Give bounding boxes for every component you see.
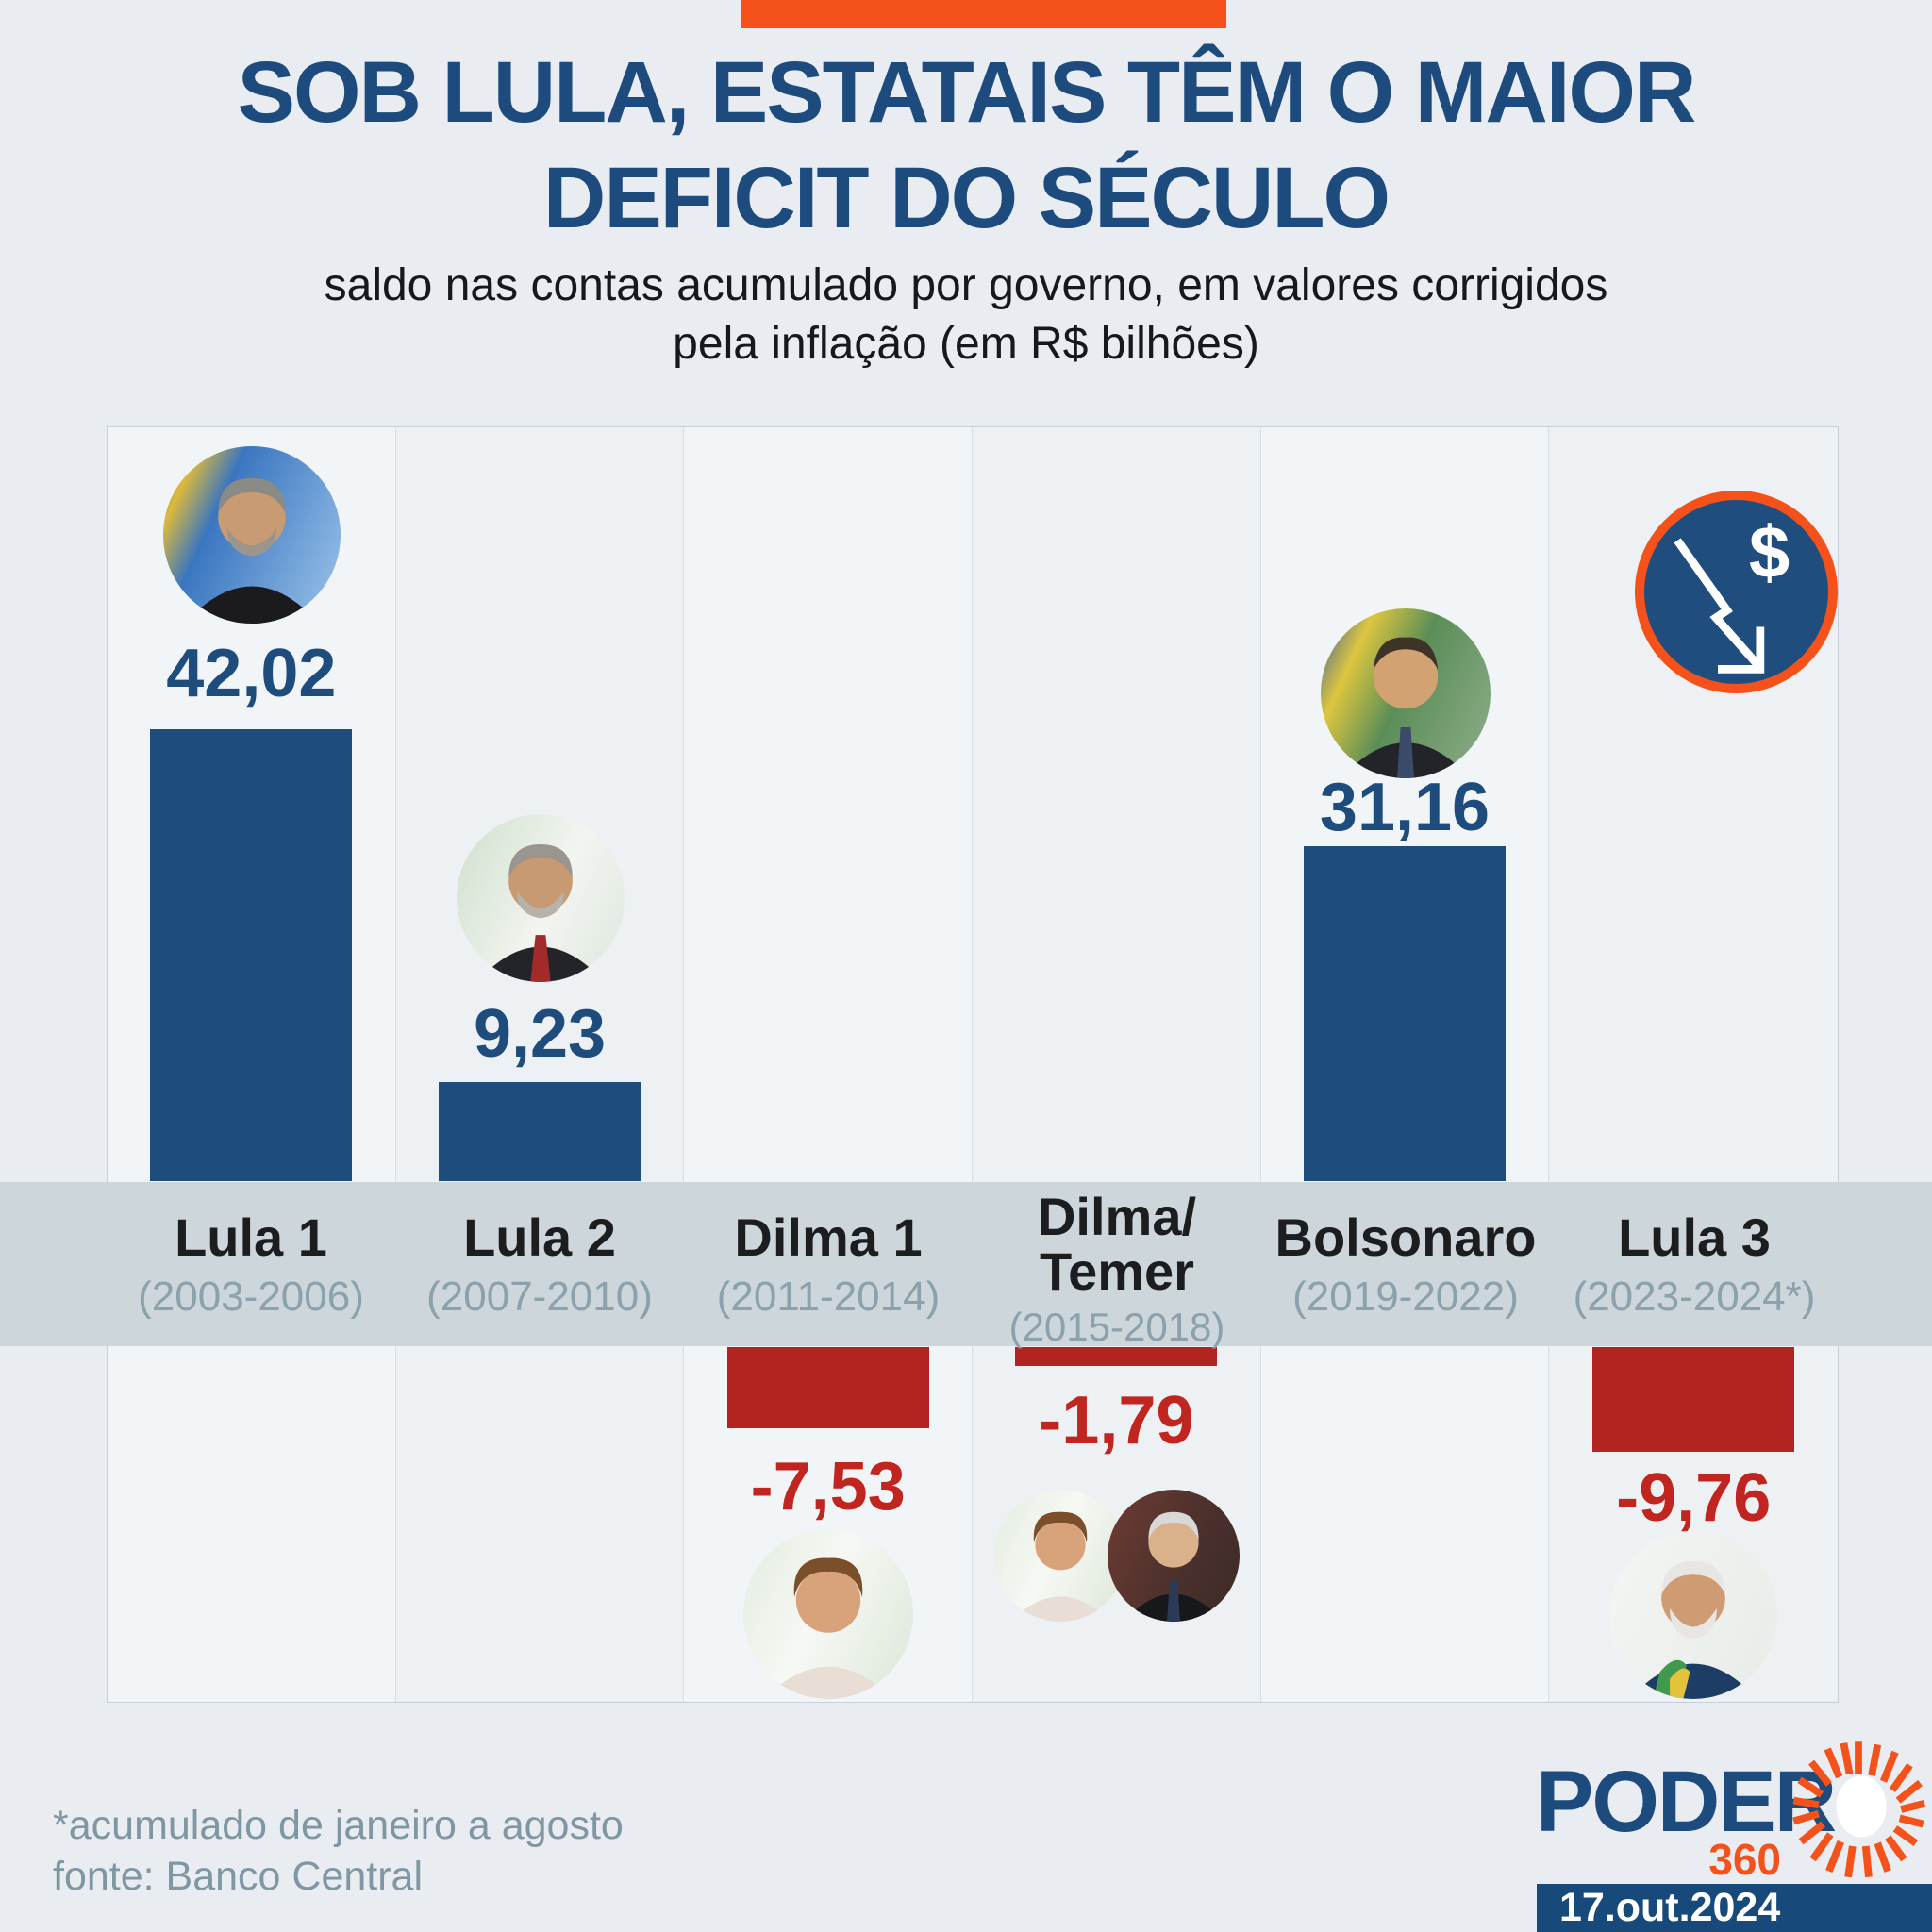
gov-name: Lula 2 (463, 1208, 616, 1267)
money-decline-icon: $ (1635, 491, 1838, 693)
column-lula-2: 9,23 (395, 427, 685, 1702)
gov-name: Dilma/ (1037, 1187, 1197, 1246)
chart-area: 42,02 9,23 -7,53 -1,79 31,16 - (107, 426, 1839, 1703)
gov-name-line2: Temer (1040, 1241, 1194, 1301)
chart-subtitle: saldo nas contas acumulado por governo, … (0, 257, 1932, 374)
photo-lula-1 (163, 446, 341, 624)
axis-label-lula-3: Lula 3 (2023-2024*) (1550, 1182, 1839, 1346)
bar-lula-1 (150, 729, 353, 1181)
photo-dilma-temer-temer (1108, 1490, 1241, 1622)
column-lula-3: -9,76 (1549, 427, 1839, 1702)
gov-name: Lula 3 (1618, 1208, 1771, 1267)
value-label-lula-2: 9,23 (473, 996, 607, 1072)
value-label-dilma-1: -7,53 (750, 1449, 906, 1524)
photo-dilma-1 (743, 1529, 914, 1699)
bar-dilma-1 (726, 1347, 929, 1428)
axis-labels: Lula 1 (2003-2006) Lula 2 (2007-2010) Di… (107, 1182, 1839, 1350)
column-bolsonaro: 31,16 (1260, 427, 1550, 1702)
column-dilma-1: -7,53 (684, 427, 974, 1702)
gov-period: (2019-2022) (1292, 1274, 1519, 1320)
title-line-1: SOB LULA, ESTATAIS TÊM O MAIOR (237, 44, 1697, 141)
footnote-asterisk: *acumulado de janeiro a agosto (53, 1803, 624, 1848)
gov-name: Lula 1 (175, 1208, 327, 1267)
svg-text:$: $ (1749, 510, 1790, 593)
title-line-2: DEFICIT DO SÉCULO (542, 150, 1391, 246)
value-label-dilma-temer: -1,79 (1039, 1383, 1194, 1458)
axis-label-lula-1: Lula 1 (2003-2006) (107, 1182, 395, 1346)
gov-name: Dilma 1 (734, 1208, 923, 1267)
gov-period: (2023-2024*) (1573, 1274, 1816, 1320)
gov-period: (2011-2014) (716, 1274, 941, 1320)
value-label-bolsonaro: 31,16 (1319, 770, 1491, 845)
top-accent-bar (741, 0, 1226, 28)
gov-period: (2015-2018) (1008, 1305, 1225, 1349)
photo-lula-2 (456, 814, 625, 982)
photo-dilma-temer-dilma (994, 1490, 1127, 1622)
photo-bolsonaro (1320, 608, 1491, 778)
axis-label-dilma-1: Dilma 1 (2011-2014) (684, 1182, 973, 1346)
column-dilma-temer: -1,79 (973, 427, 1261, 1702)
photo-lula-3 (1609, 1531, 1778, 1699)
subtitle-line-1: saldo nas contas acumulado por governo, … (324, 260, 1608, 310)
axis-label-bolsonaro: Bolsonaro (2019-2022) (1261, 1182, 1550, 1346)
gov-name: Bolsonaro (1274, 1208, 1537, 1267)
poder360-sunburst-icon (1785, 1736, 1932, 1883)
gov-period: (2003-2006) (138, 1274, 364, 1320)
bar-bolsonaro (1304, 846, 1507, 1181)
poder360-logo-text: PODER (1536, 1754, 1837, 1850)
axis-label-lula-2: Lula 2 (2007-2010) (395, 1182, 684, 1346)
column-lula-1: 42,02 (108, 427, 396, 1702)
value-label-lula-3: -9,76 (1616, 1460, 1772, 1536)
bar-dilma-temer (1015, 1347, 1218, 1366)
bar-lula-3 (1592, 1347, 1795, 1452)
footnote-source: fonte: Banco Central (53, 1854, 424, 1899)
value-label-lula-1: 42,02 (166, 636, 337, 711)
subtitle-line-2: pela inflação (em R$ bilhões) (673, 319, 1259, 369)
axis-label-dilma-temer: Dilma/ Temer (2015-2018) (973, 1182, 1261, 1350)
poder360-logo-360: 360 (1708, 1835, 1781, 1884)
gov-period: (2007-2010) (426, 1274, 653, 1320)
zero-axis-band: Lula 1 (2003-2006) Lula 2 (2007-2010) Di… (0, 1182, 1932, 1350)
page-title: SOB LULA, ESTATAIS TÊM O MAIOR DEFICIT D… (0, 40, 1932, 251)
bar-lula-2 (439, 1082, 641, 1181)
date-badge: 17.out.2024 (1537, 1884, 1932, 1932)
